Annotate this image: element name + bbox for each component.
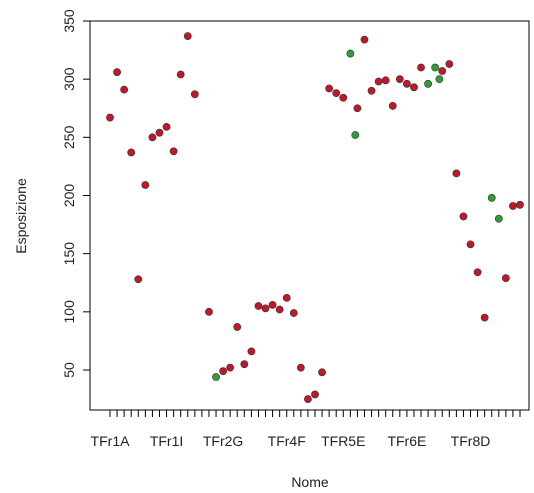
data-point-red (374, 77, 383, 86)
data-point-red (296, 363, 305, 372)
data-point-red (501, 274, 510, 282)
data-point-red (247, 347, 256, 356)
y-tick-label: 50 (61, 362, 77, 378)
x-tick-label: TFr2G (203, 433, 243, 449)
data-point-red (169, 147, 178, 156)
data-point-red (148, 133, 157, 142)
data-point-red (282, 293, 291, 302)
data-point-red (304, 395, 312, 403)
data-point-green (351, 131, 360, 139)
y-axis: 50 100 150 200 250 300 350 (61, 9, 90, 378)
y-tick-label: 100 (61, 300, 77, 324)
plot-border (89, 20, 530, 411)
data-point-red (113, 68, 121, 77)
data-point-red (176, 70, 185, 79)
x-axis-title: Nome (291, 474, 329, 490)
data-point-red (473, 268, 482, 277)
data-point-red (134, 275, 143, 284)
data-point-green (212, 373, 220, 381)
data-point-red (141, 181, 150, 189)
data-point-red (261, 304, 270, 313)
y-tick-label: 300 (61, 67, 77, 91)
data-point-red (402, 79, 411, 88)
data-point-green (435, 75, 444, 84)
data-point-red (325, 84, 334, 93)
data-point-red (480, 313, 489, 322)
data-points (106, 32, 524, 403)
data-point-red (120, 85, 129, 94)
data-point-red (318, 368, 326, 377)
y-tick-label: 350 (61, 9, 77, 33)
data-point-red (254, 302, 263, 310)
data-point-green (494, 214, 503, 223)
data-point-red (466, 240, 475, 249)
data-point-red (360, 35, 369, 44)
data-point-red (275, 305, 284, 314)
data-point-red (438, 67, 447, 75)
x-axis: TFr1A TFr1I TFr2G TFr4F TFR5E TFr6E TFr8D (91, 410, 521, 449)
data-point-red (445, 60, 454, 68)
data-point-red (219, 367, 228, 376)
plot-frame (89, 20, 530, 411)
y-axis-title: Esposizione (13, 178, 29, 254)
data-point-red (205, 307, 213, 316)
data-point-red (339, 93, 348, 102)
data-point-red (388, 102, 397, 110)
data-point-green (424, 79, 433, 88)
data-point-red (332, 89, 341, 98)
data-point-red (516, 200, 524, 209)
x-tick-label: TFr1I (150, 433, 183, 449)
y-tick-label: 200 (61, 184, 77, 208)
data-point-red (459, 212, 468, 221)
x-tick-label: TFR5E (321, 433, 365, 449)
data-point-red (268, 300, 277, 309)
data-point-red (395, 75, 404, 84)
x-tick-label: TFr4F (268, 433, 306, 449)
data-point-red (289, 309, 298, 317)
data-point-green (431, 63, 440, 72)
x-tick-label: TFr1A (91, 433, 131, 449)
data-point-red (240, 360, 249, 369)
data-point-red (155, 128, 164, 137)
data-point-red (226, 363, 235, 372)
data-point-red (127, 148, 136, 157)
data-point-red (417, 63, 425, 72)
y-tick-label: 150 (61, 242, 77, 266)
data-point-red (311, 390, 319, 399)
data-point-green (487, 193, 496, 202)
data-point-red (452, 169, 461, 178)
y-tick-label: 250 (61, 125, 77, 149)
x-tick-label: TFr8D (451, 433, 491, 449)
data-point-red (509, 202, 517, 210)
data-point-red (233, 323, 242, 331)
data-point-red (162, 122, 171, 131)
x-tick-label: TFr6E (387, 433, 426, 449)
data-point-red (381, 76, 390, 85)
data-point-red (410, 83, 418, 92)
data-point-red (183, 32, 192, 41)
data-point-red (353, 104, 362, 113)
data-point-red (106, 113, 114, 122)
data-point-red (367, 86, 376, 95)
data-point-green (346, 49, 355, 58)
data-point-red (190, 90, 199, 99)
